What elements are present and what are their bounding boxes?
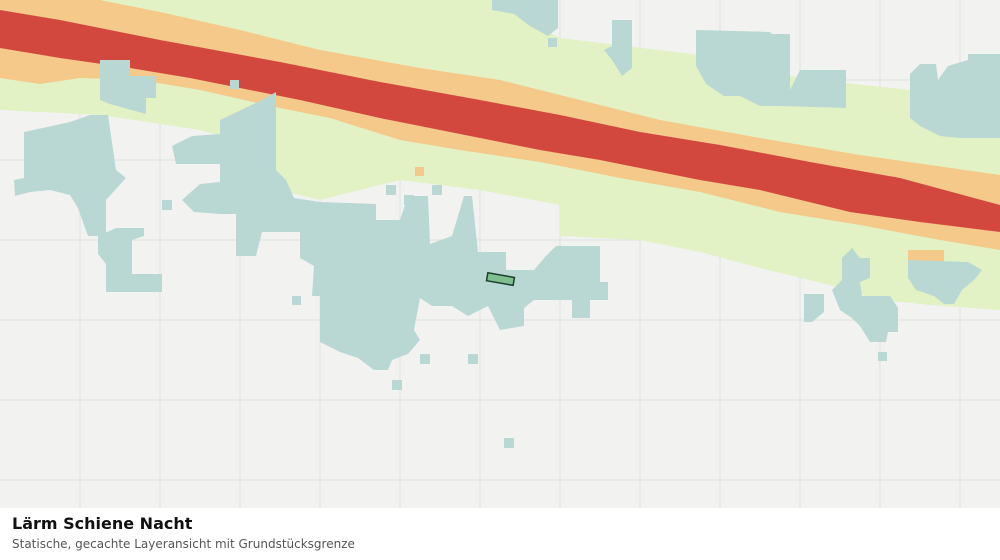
noise-patch bbox=[415, 167, 424, 176]
noise-patch bbox=[908, 250, 944, 262]
water-areas bbox=[14, 0, 1000, 448]
map bbox=[0, 0, 1000, 508]
parcel-boundary bbox=[485, 271, 516, 287]
layer-subtitle: Statische, gecachte Layeransicht mit Gru… bbox=[12, 537, 355, 551]
layer-title: Lärm Schiene Nacht bbox=[12, 514, 193, 533]
noise-zone-high bbox=[0, 10, 1000, 232]
caption-panel: Lärm Schiene Nacht Statische, gecachte L… bbox=[0, 508, 1000, 560]
